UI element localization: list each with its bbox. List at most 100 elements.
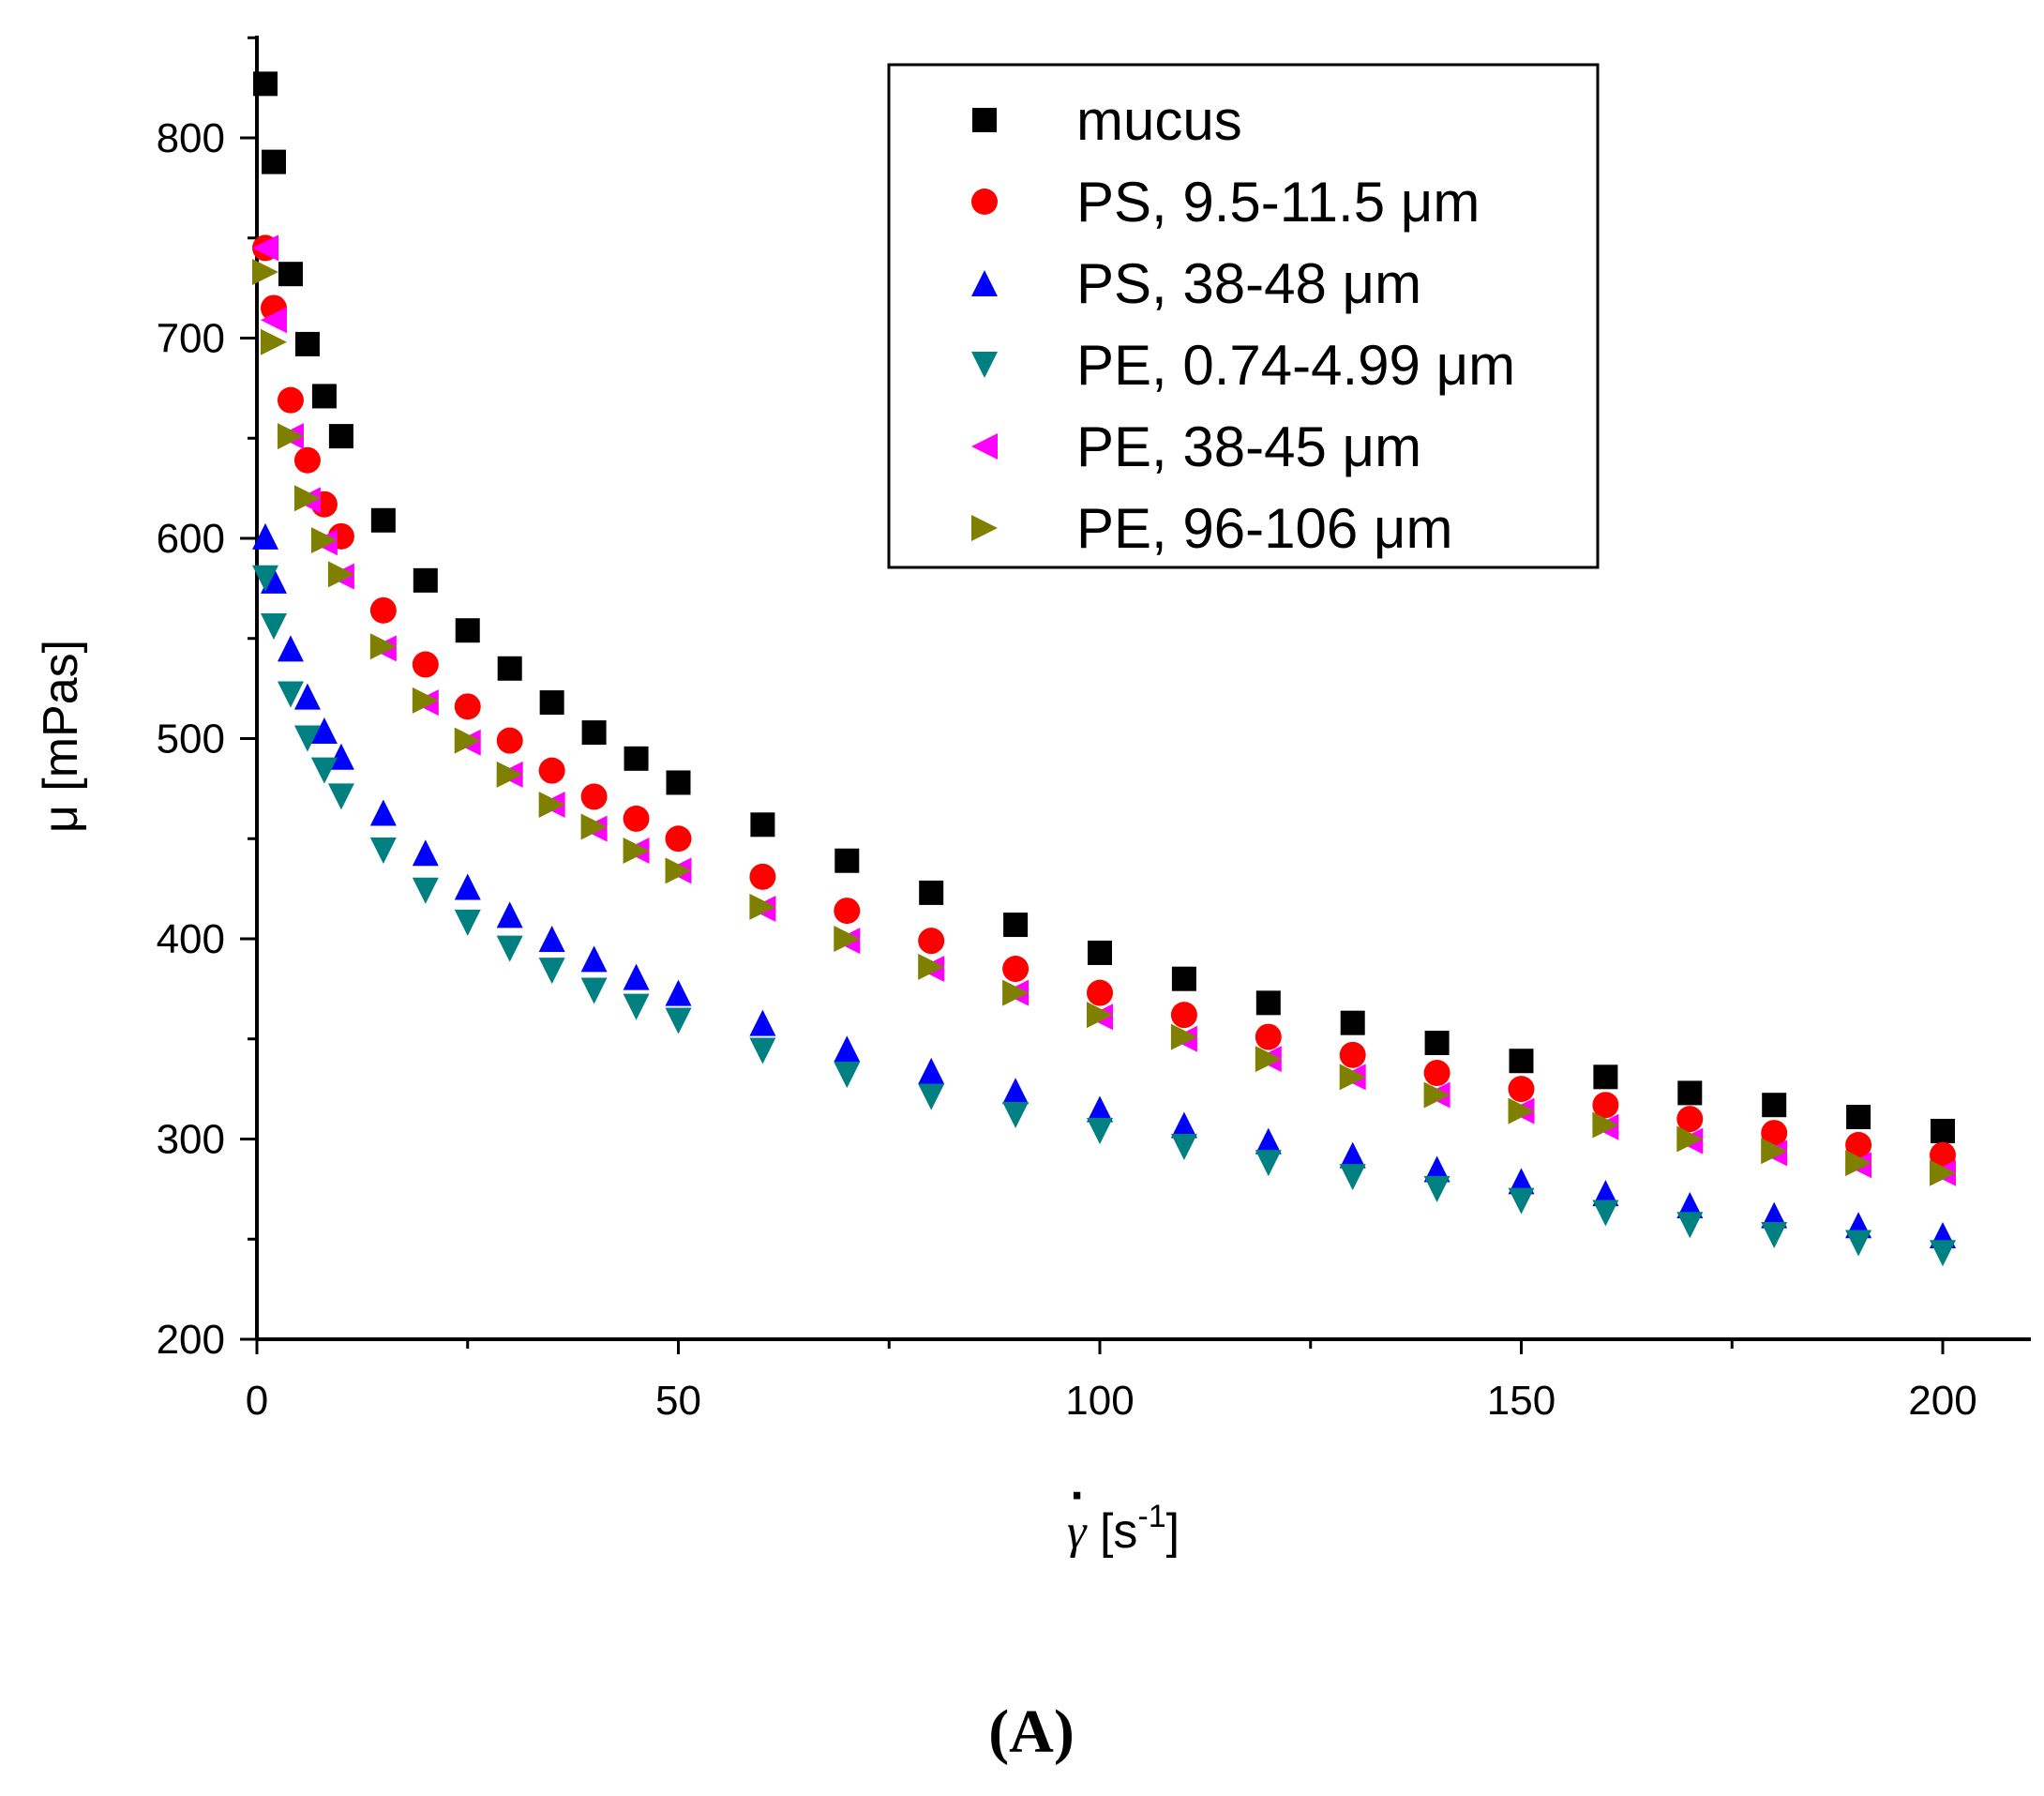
data-point	[1845, 1230, 1872, 1257]
data-point	[1593, 1064, 1618, 1090]
data-point	[623, 805, 650, 832]
y-tick-label: 600	[157, 516, 225, 562]
data-point	[1087, 1002, 1113, 1029]
data-point	[580, 783, 608, 810]
data-point	[1171, 966, 1196, 991]
data-point	[1761, 1138, 1788, 1165]
data-point	[1255, 1046, 1282, 1073]
y-tick-label: 400	[157, 916, 225, 962]
series-circle	[251, 234, 1956, 1169]
data-point	[834, 898, 861, 925]
data-point	[1002, 1101, 1030, 1128]
legend-marker	[971, 189, 998, 215]
data-point	[310, 527, 338, 554]
data-point	[1170, 1023, 1197, 1050]
data-point	[1592, 1092, 1619, 1119]
data-point	[497, 656, 522, 681]
data-point	[277, 386, 304, 414]
data-point	[1509, 1049, 1534, 1074]
data-point	[412, 687, 439, 714]
data-point	[1676, 1191, 1704, 1218]
data-point	[1761, 1201, 1788, 1229]
legend-label: PS, 9.5-11.5 μm	[1076, 171, 1480, 234]
data-point	[1676, 1212, 1704, 1239]
data-point	[1930, 1141, 1956, 1169]
data-point	[1508, 1097, 1535, 1124]
legend-item: PS, 9.5-11.5 μm	[971, 171, 1480, 234]
data-point	[919, 880, 944, 905]
data-point	[294, 331, 320, 356]
data-point	[277, 681, 304, 708]
legend-marker	[971, 433, 998, 460]
data-point	[623, 993, 650, 1020]
x-axis-title-dot: ·	[1070, 1469, 1086, 1523]
data-point	[1002, 1078, 1030, 1105]
y-tick-label: 300	[157, 1117, 225, 1163]
data-point	[454, 727, 481, 754]
data-point	[293, 446, 321, 474]
series-triangle-up	[251, 522, 1956, 1248]
data-point	[749, 1037, 776, 1064]
data-point	[1423, 1155, 1450, 1183]
data-point	[834, 1062, 861, 1089]
data-point	[918, 953, 945, 980]
data-point	[412, 651, 439, 678]
data-point	[538, 791, 565, 818]
y-tick-label: 200	[157, 1317, 225, 1363]
legend-label: PE, 0.74-4.99 μm	[1076, 334, 1515, 397]
data-point	[918, 1057, 945, 1084]
data-point	[1255, 1150, 1282, 1177]
data-point	[1592, 1200, 1619, 1227]
data-point	[1592, 1180, 1619, 1207]
data-point	[260, 328, 287, 355]
data-point	[369, 596, 397, 624]
data-point	[260, 307, 287, 334]
legend: mucus PS, 9.5-11.5 μm PS, 38-48 μm PE, 0.74…	[971, 89, 1515, 560]
y-tick-label: 500	[157, 717, 225, 762]
data-point	[834, 926, 861, 952]
data-point	[1170, 1134, 1197, 1161]
x-tick-label: 50	[655, 1378, 701, 1424]
data-point	[1846, 1105, 1871, 1130]
x-axis-title-close: ]	[1166, 1504, 1180, 1559]
legend-marker	[972, 108, 997, 132]
data-point	[1761, 1221, 1788, 1248]
data-point	[538, 757, 565, 784]
data-point	[1930, 1240, 1956, 1267]
data-point	[251, 565, 278, 592]
data-point	[293, 683, 321, 710]
data-point	[750, 812, 775, 838]
data-point	[310, 757, 338, 784]
legend-item: PS, 38-48 μm	[971, 252, 1421, 315]
data-point	[918, 1083, 945, 1110]
data-point	[1170, 1002, 1197, 1029]
data-point	[834, 1035, 861, 1063]
legend-label: mucus	[1076, 89, 1242, 152]
data-point	[412, 877, 439, 904]
legend-marker	[971, 515, 998, 541]
data-point	[369, 799, 397, 826]
data-point	[623, 963, 650, 990]
data-point	[1508, 1168, 1535, 1195]
data-point	[1087, 1095, 1113, 1123]
data-point	[580, 945, 608, 973]
data-point	[665, 825, 692, 853]
data-point	[278, 262, 303, 287]
data-point	[327, 783, 354, 810]
data-point	[1424, 1031, 1450, 1056]
data-point	[749, 863, 776, 890]
data-point	[311, 384, 337, 409]
data-point	[1087, 1117, 1113, 1144]
data-point	[1170, 1111, 1197, 1139]
data-point	[749, 1009, 776, 1036]
data-point	[1003, 913, 1029, 938]
data-point	[1002, 979, 1030, 1006]
data-point	[327, 743, 354, 770]
data-point	[455, 618, 480, 643]
data-point	[1762, 1093, 1787, 1118]
legend-box	[887, 63, 1600, 569]
data-point	[496, 727, 523, 754]
data-point	[251, 234, 278, 262]
x-tick-label: 0	[246, 1378, 268, 1424]
legend-label: PE, 38-45 μm	[1076, 415, 1421, 478]
